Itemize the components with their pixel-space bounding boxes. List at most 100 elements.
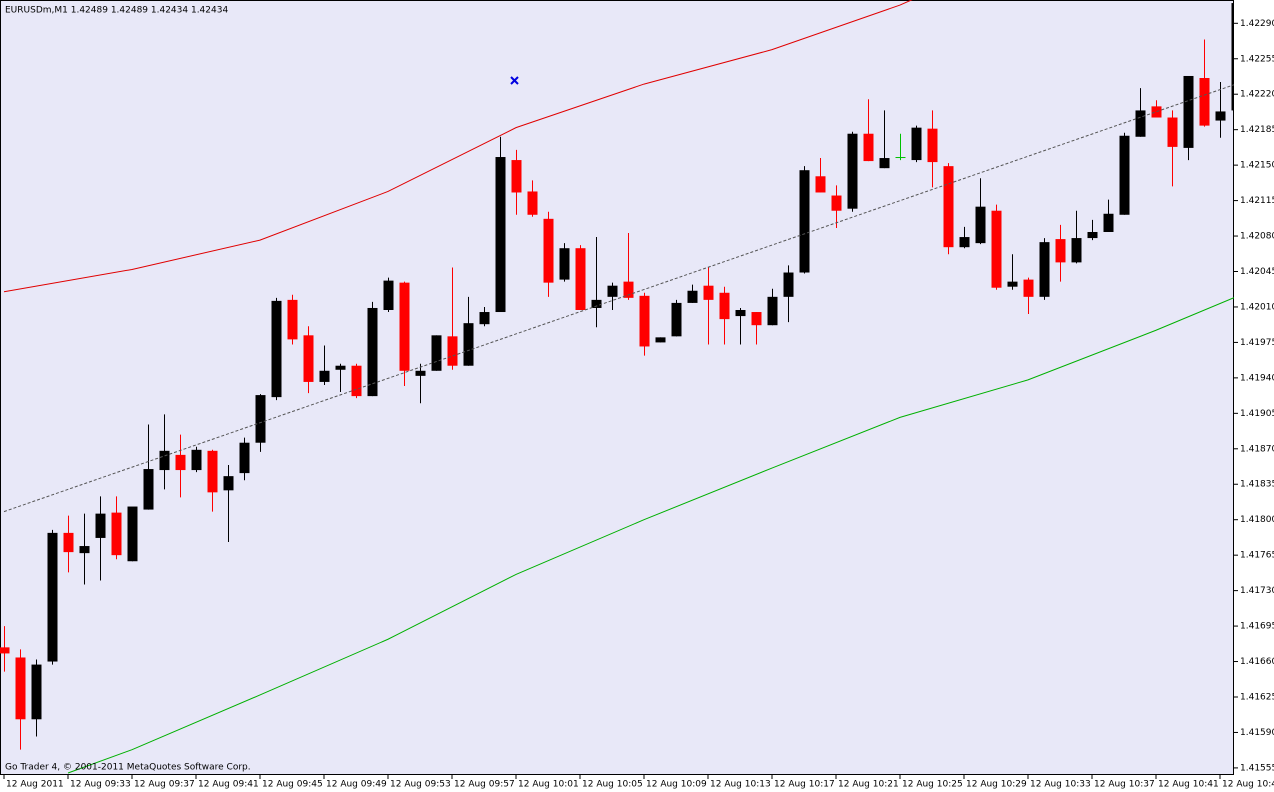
candle-body <box>1023 279 1034 297</box>
x-tick-label: 12 Aug 09:53 <box>390 780 451 790</box>
candle-body <box>767 296 778 326</box>
candle-body <box>415 370 426 376</box>
candle-body <box>847 133 858 209</box>
candle-body <box>255 395 266 443</box>
copyright: Go Trader 4, © 2001-2011 MetaQuotes Soft… <box>5 763 251 773</box>
y-tick-label: 1.41870 <box>1240 444 1274 454</box>
x-tick-label: 12 Aug 10:33 <box>1030 780 1091 790</box>
y-tick-label: 1.41800 <box>1240 515 1274 525</box>
x-tick-label: 12 Aug 10:21 <box>838 780 899 790</box>
indicator-line <box>3 0 913 293</box>
candle-body <box>1135 110 1146 137</box>
candle-body <box>895 157 906 159</box>
x-tick-label: 12 Aug 09:49 <box>326 780 387 790</box>
candle-body <box>991 210 1002 288</box>
indicator-line <box>3 84 1234 513</box>
candle-body <box>223 476 234 491</box>
candle-body <box>879 158 890 169</box>
candle-body <box>399 282 410 371</box>
x-tick-label: 12 Aug 09:37 <box>134 780 195 790</box>
candle-body <box>1071 238 1082 263</box>
candle-body <box>1103 213 1114 232</box>
candle-body <box>1119 135 1130 215</box>
candle-body <box>1039 242 1050 297</box>
candle-body <box>431 335 442 371</box>
candle-body <box>1183 75 1194 148</box>
x-tick-label: 12 Aug 10:09 <box>646 780 707 790</box>
y-tick-label: 1.42010 <box>1240 302 1274 312</box>
candle-body <box>207 450 218 493</box>
candle-body <box>975 206 986 244</box>
candle-body <box>15 657 26 720</box>
x-tick-label: 12 Aug 10:29 <box>966 780 1027 790</box>
candle-body <box>687 290 698 303</box>
candle-body <box>703 285 714 300</box>
x-tick-label: 12 Aug 10:37 <box>1094 780 1155 790</box>
indicator-line <box>67 297 1234 774</box>
candle-body <box>927 128 938 163</box>
y-tick-label: 1.41660 <box>1240 657 1274 667</box>
x-tick-label: 12 Aug 10:01 <box>518 780 579 790</box>
plot-layer <box>0 0 1234 774</box>
candle-body <box>111 512 122 556</box>
y-tick-label: 1.41765 <box>1240 551 1274 561</box>
x-tick-label: 12 Aug 2011 <box>6 780 64 790</box>
candle-body <box>0 647 10 654</box>
candle-body <box>335 365 346 370</box>
candle-body <box>863 133 874 162</box>
y-tick-label: 1.42080 <box>1240 232 1274 242</box>
candle-body <box>1199 78 1210 126</box>
x-tick-label: 12 Aug 09:45 <box>262 780 323 790</box>
candle-body <box>351 365 362 397</box>
candle-body <box>143 469 154 510</box>
candle-body <box>511 160 522 193</box>
candle-body <box>31 664 42 720</box>
y-tick-label: 1.41835 <box>1240 480 1274 490</box>
candle-body <box>127 506 138 562</box>
candle-body <box>527 191 538 215</box>
x-tick-label: 12 Aug 10:05 <box>582 780 643 790</box>
candle-body <box>447 336 458 366</box>
y-tick-label: 1.42185 <box>1240 125 1274 135</box>
chart-title: EURUSDm,M1 1.42489 1.42489 1.42434 1.424… <box>5 6 228 16</box>
y-tick-label: 1.41940 <box>1240 373 1274 383</box>
y-tick-label: 1.41590 <box>1240 728 1274 738</box>
y-tick-label: 1.42290 <box>1240 19 1274 29</box>
object-marker <box>510 76 519 85</box>
candle-body <box>751 312 762 326</box>
axes-layer: 1.41555 1.41590 1.41625 1.41660 1.41695 1.417… <box>3 19 1274 790</box>
candle-body <box>591 299 602 308</box>
candle-body <box>1055 239 1066 263</box>
candle-body <box>607 285 618 297</box>
x-tick-label: 12 Aug 10:41 <box>1158 780 1219 790</box>
y-tick-label: 1.42150 <box>1240 161 1274 171</box>
candle-body <box>271 300 282 398</box>
y-tick-label: 1.41730 <box>1240 586 1274 596</box>
candle-body <box>175 454 186 471</box>
y-tick-label: 1.41975 <box>1240 338 1274 348</box>
candle-body <box>959 237 970 248</box>
candle-body <box>383 280 394 310</box>
candle-body <box>479 312 490 325</box>
x-tick-label: 12 Aug 09:41 <box>198 780 259 790</box>
candle-body <box>1007 281 1018 287</box>
candle-body <box>1167 117 1178 147</box>
candle-body <box>543 218 554 283</box>
candle-body <box>47 532 58 662</box>
x-tick-label: 12 Aug 10:45 <box>1222 780 1274 790</box>
candle-body <box>1087 231 1098 239</box>
candle-body <box>95 513 106 538</box>
x-tick-label: 12 Aug 10:25 <box>902 780 963 790</box>
candle-body <box>623 281 634 298</box>
candle-body <box>1231 3 1234 111</box>
candle-body <box>319 370 330 382</box>
candle-body <box>559 248 570 280</box>
candle-body <box>367 307 378 397</box>
y-tick-label: 1.41555 <box>1240 763 1274 773</box>
candle-body <box>943 166 954 248</box>
candle-body <box>159 450 170 471</box>
candle-body <box>815 176 826 193</box>
x-tick-label: 12 Aug 09:57 <box>454 780 515 790</box>
candle-body <box>63 532 74 553</box>
plot-area <box>0 0 1234 775</box>
